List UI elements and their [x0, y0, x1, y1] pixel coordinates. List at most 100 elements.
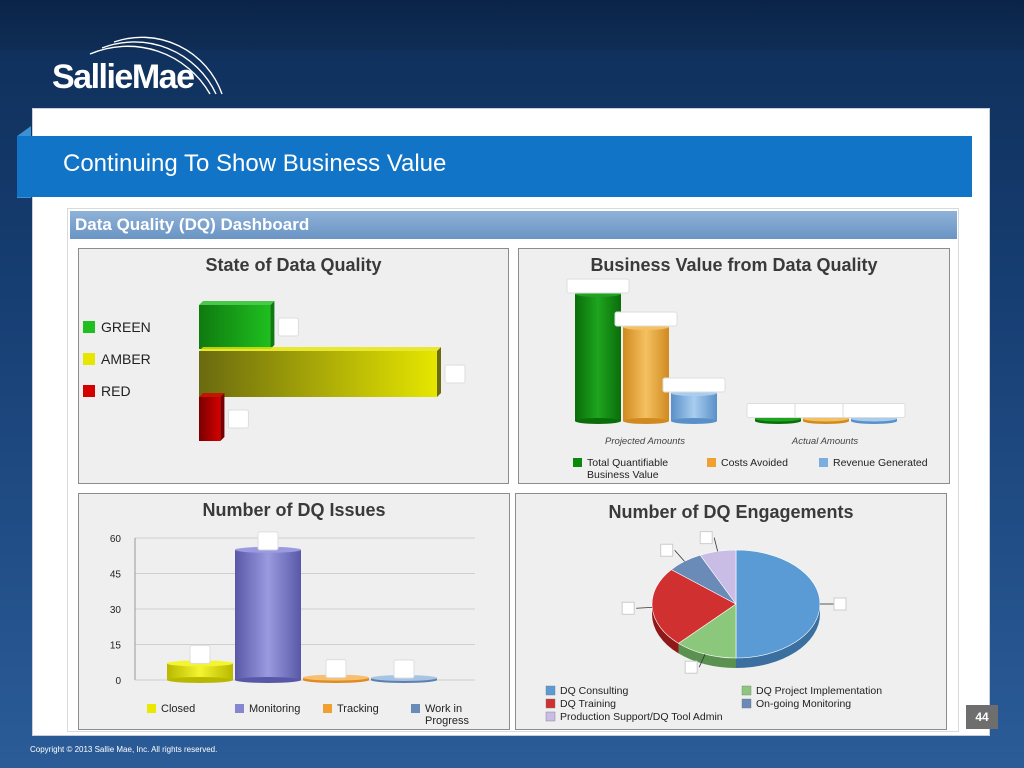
legend-swatch [545, 685, 556, 696]
x-tick-label: Actual Amounts [791, 436, 858, 447]
legend-swatch [573, 458, 582, 467]
legend-swatch [545, 711, 556, 722]
legend-label: DQ Project Implementation [756, 685, 882, 697]
legend-swatch [741, 685, 752, 696]
legend-swatch [545, 698, 556, 709]
bar-red [199, 397, 221, 441]
bar-top [199, 301, 275, 305]
page-number: 44 [966, 705, 998, 729]
bar-monitoring [235, 549, 301, 680]
bar-base [235, 677, 301, 683]
business-value-chart: Projected Amounts Actual Amounts Total Qua… [566, 278, 928, 481]
x-tick-label: Projected Amounts [605, 436, 685, 447]
y-tick-label: 30 [110, 605, 122, 616]
data-label-box [189, 644, 211, 664]
leader-line [713, 537, 719, 552]
y-tick-label: 15 [110, 641, 122, 652]
pie-side [678, 643, 736, 668]
legend-label-red: RED [101, 383, 131, 399]
data-label-box [566, 278, 630, 294]
copyright-text: Copyright © 2013 Sallie Mae, Inc. All ri… [30, 745, 218, 754]
legend-label: Monitoring [249, 703, 300, 715]
legend-label: Closed [161, 703, 195, 715]
logo-arcs-icon [89, 36, 223, 95]
dq-engagements-chart: DQ Consulting DQ Project Implementation DQ… [545, 531, 882, 723]
legend-swatch [707, 458, 716, 467]
data-label-box [444, 364, 466, 384]
bar-total-quantifiable-business-value [575, 294, 621, 421]
bar-base [575, 418, 621, 424]
data-label-box [621, 601, 635, 615]
legend-label: Revenue Generated [833, 457, 928, 469]
data-label-box [699, 531, 713, 545]
y-tick-label: 60 [110, 534, 122, 545]
legend-swatch-amber [83, 353, 95, 365]
legend-label: Total Quantifiable [587, 457, 668, 469]
data-label-box [277, 317, 299, 337]
leader-line [674, 550, 685, 562]
state-of-dq-chart: GREEN AMBER RED [83, 301, 466, 441]
bar-top [199, 393, 225, 397]
legend-label: Business Value [587, 469, 659, 481]
legend-swatch-green [83, 321, 95, 333]
bar-side [270, 301, 275, 349]
data-label-box [833, 597, 847, 611]
legend-label: Costs Avoided [721, 457, 788, 469]
title-bar [17, 136, 972, 197]
legend-swatch [741, 698, 752, 709]
leader-line [636, 606, 653, 609]
dashboard-title: Data Quality (DQ) Dashboard [75, 215, 310, 234]
bar-top [199, 347, 441, 351]
legend-swatch [819, 458, 828, 467]
chart-title: Number of DQ Issues [202, 500, 386, 520]
bar-revenue-generated [671, 393, 717, 421]
leader-line [698, 654, 706, 668]
page-title: Continuing To Show Business Value [63, 150, 447, 177]
legend-label: DQ Consulting [560, 685, 628, 697]
data-label-box [660, 543, 674, 557]
bar-amber [199, 351, 437, 397]
legend-label: Progress [425, 715, 470, 727]
legend-label-green: GREEN [101, 319, 151, 335]
panel-dq-issues: Number of DQ Issues 0 15 30 45 60 Closed Monit… [78, 493, 510, 730]
data-label-box [257, 531, 279, 551]
panel-dq-engagements: Number of DQ Engagements DQ Consulting DQ… [515, 493, 947, 730]
chart-title: Number of DQ Engagements [608, 502, 854, 522]
chart-title: State of Data Quality [205, 255, 382, 275]
legend-label: DQ Training [560, 698, 616, 710]
pie-slice-dq-training [651, 569, 737, 644]
bar-side [220, 393, 225, 441]
panel-business-value: Business Value from Data Quality Project… [518, 248, 950, 484]
y-tick-label: 45 [110, 570, 122, 581]
bar-side [437, 347, 441, 397]
bar-costs-avoided [623, 327, 669, 421]
legend-swatch [323, 704, 332, 713]
data-label-box [614, 311, 678, 327]
pie-slice-production-support-dq-tool-admin [699, 549, 737, 605]
data-label-box [842, 402, 906, 418]
dashboard-header [70, 211, 957, 239]
bar-base [671, 418, 717, 424]
data-label-box [393, 659, 415, 679]
legend-swatch [147, 704, 156, 713]
legend-swatch [411, 704, 420, 713]
legend-label: On-going Monitoring [756, 698, 851, 710]
chart-title: Business Value from Data Quality [590, 255, 878, 275]
pie-side [652, 604, 679, 654]
dq-issues-chart: 0 15 30 45 60 Closed Monitoring Tracking Work in… [110, 531, 475, 727]
logo-text: SallieMae [52, 58, 195, 96]
pie-slice-dq-consulting [735, 549, 821, 659]
data-label-box [662, 377, 726, 393]
data-label-box [325, 659, 347, 679]
y-tick-label: 0 [115, 676, 121, 687]
legend-swatch [235, 704, 244, 713]
bar-closed [167, 663, 233, 680]
legend-swatch-red [83, 385, 95, 397]
legend-label-amber: AMBER [101, 351, 151, 367]
bar-green [199, 305, 271, 349]
legend-label: Production Support/DQ Tool Admin [560, 711, 723, 723]
bar-base [167, 677, 233, 683]
pie-side [736, 604, 820, 668]
legend-label: Work in [425, 703, 462, 715]
bar-base [623, 418, 669, 424]
